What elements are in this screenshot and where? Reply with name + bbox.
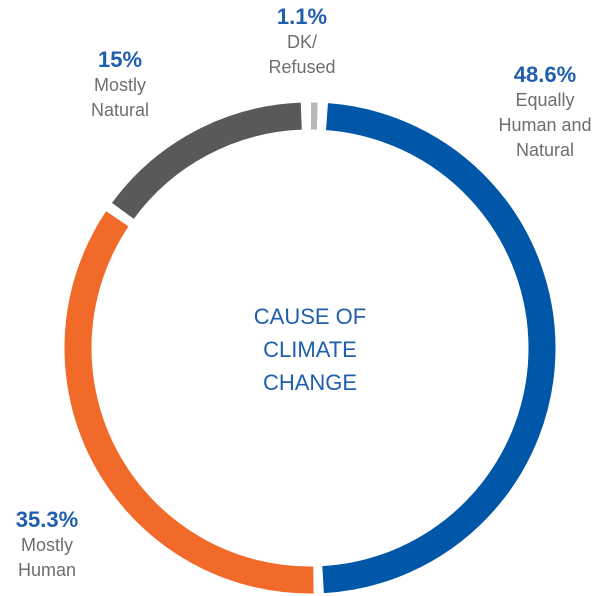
center-line: CHANGE — [262, 370, 358, 395]
category-label: DK/ — [286, 32, 318, 52]
value-label: 15% — [97, 47, 143, 72]
value-label: 35.3% — [15, 507, 79, 532]
category-label: Mostly — [20, 535, 74, 555]
segment-label: 48.6% Equally Human and Natural — [498, 62, 591, 163]
category-label: Mostly — [93, 75, 146, 95]
center-label: CAUSE OF CLIMATE CHANGE — [254, 300, 366, 399]
center-line: CAUSE OF — [253, 304, 367, 329]
category-label: Natural — [515, 140, 575, 160]
category-label: Refused — [268, 57, 336, 77]
category-label: Human and — [498, 115, 592, 135]
category-label: Human — [17, 560, 77, 580]
donut-segment — [111, 102, 302, 219]
segment-label: 1.1% DK/Refused — [268, 4, 335, 80]
center-line: CLIMATE — [263, 337, 357, 362]
donut-segment — [64, 211, 314, 594]
value-label: 1.1% — [276, 4, 328, 29]
segment-label: 15% Mostly Natural — [91, 47, 149, 123]
segment-label: 35.3% Mostly Human — [16, 507, 78, 583]
category-label: Equally — [515, 90, 575, 110]
category-label: Natural — [90, 100, 150, 120]
value-label: 48.6% — [513, 62, 577, 87]
donut-segment — [322, 103, 556, 594]
